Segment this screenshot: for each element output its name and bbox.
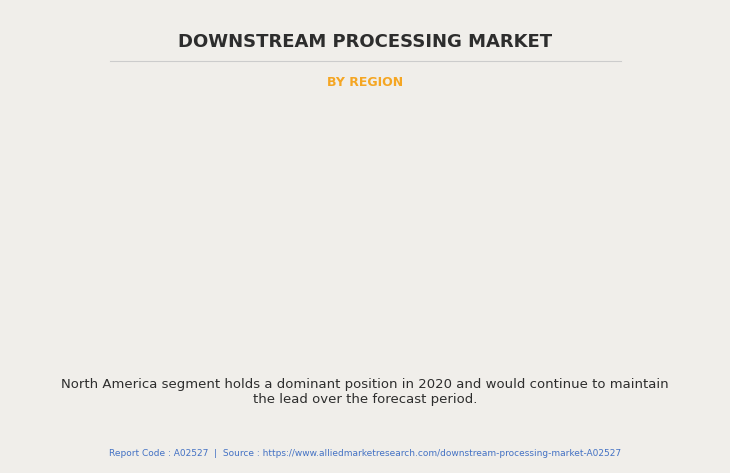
Text: BY REGION: BY REGION [327,76,403,88]
Text: Report Code : A02527  |  Source : https://www.alliedmarketresearch.com/downstrea: Report Code : A02527 | Source : https://… [109,449,621,458]
Text: DOWNSTREAM PROCESSING MARKET: DOWNSTREAM PROCESSING MARKET [178,33,552,51]
Text: North America segment holds a dominant position in 2020 and would continue to ma: North America segment holds a dominant p… [61,378,669,406]
